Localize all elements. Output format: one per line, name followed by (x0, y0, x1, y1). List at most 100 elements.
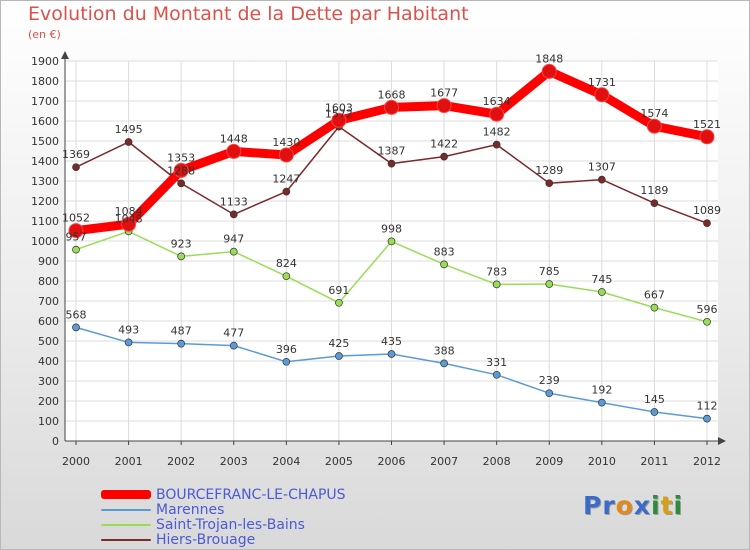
data-label: 1247 (272, 173, 300, 186)
data-label: 1089 (693, 204, 721, 217)
data-label: 568 (66, 308, 87, 321)
data-label: 1052 (62, 212, 90, 225)
legend-label: Saint-Trojan-les-Bains (156, 516, 305, 533)
data-point (597, 288, 606, 296)
data-point (177, 252, 186, 261)
data-label: 1574 (640, 107, 668, 120)
y-tick-label: 1100 (31, 215, 59, 228)
x-tick-label: 2012 (693, 455, 721, 468)
data-label: 1668 (378, 88, 406, 101)
data-point (492, 370, 501, 379)
data-point (173, 162, 189, 178)
y-tick-label: 300 (38, 375, 59, 388)
data-label: 1572 (325, 108, 353, 121)
data-label: 1495 (115, 123, 143, 136)
data-label: 1387 (378, 145, 406, 158)
data-point (650, 199, 659, 208)
data-label: 425 (328, 337, 349, 350)
y-tick-label: 1200 (31, 195, 59, 208)
data-point (597, 175, 606, 184)
x-tick-label: 2000 (62, 455, 90, 468)
data-point (650, 408, 659, 416)
data-label: 1084 (115, 205, 143, 218)
legend-swatch (101, 523, 151, 526)
data-label: 998 (381, 222, 402, 235)
logo-letter: i (651, 491, 661, 520)
data-point (545, 179, 554, 188)
x-tick-label: 2007 (430, 455, 458, 468)
data-point (72, 163, 80, 172)
data-point (121, 216, 137, 232)
y-tick-label: 500 (38, 335, 59, 348)
data-point (650, 303, 659, 312)
data-point (229, 341, 238, 350)
data-label: 1603 (325, 101, 353, 114)
data-label: 947 (223, 233, 244, 246)
data-label: 1369 (62, 148, 90, 161)
data-point (703, 219, 711, 228)
data-point (229, 210, 238, 219)
data-point (72, 323, 80, 332)
data-label: 1048 (115, 212, 143, 225)
data-label: 192 (591, 384, 612, 397)
legend-item: Marennes (101, 502, 224, 518)
logo-letter: o (615, 491, 634, 520)
data-label: 145 (644, 393, 665, 406)
data-point (124, 338, 133, 347)
data-point (489, 106, 505, 122)
chart-subtitle: (en €) (28, 28, 61, 41)
data-label: 331 (486, 356, 507, 369)
legend-item: Saint-Trojan-les-Bains (101, 516, 305, 533)
x-tick-label: 2003 (220, 455, 248, 468)
data-point (545, 280, 554, 288)
data-label: 1848 (535, 52, 563, 65)
data-label: 957 (66, 231, 87, 244)
data-point (335, 352, 343, 360)
data-label: 824 (276, 257, 297, 270)
data-label: 1133 (220, 195, 248, 208)
data-point (545, 389, 554, 398)
y-tick-label: 1600 (31, 115, 59, 128)
x-tick-label: 2006 (378, 455, 406, 468)
data-point (229, 247, 238, 256)
legend-item: Hiers-Brouage (101, 532, 255, 548)
data-point (72, 245, 80, 254)
y-tick-label: 600 (38, 315, 59, 328)
x-tick-label: 2002 (167, 455, 195, 468)
data-label: 487 (171, 325, 192, 338)
data-label: 667 (644, 289, 665, 302)
data-point (440, 260, 448, 269)
x-axis-arrow (718, 437, 726, 445)
data-point (699, 129, 715, 145)
data-label: 923 (171, 237, 192, 250)
data-label: 1288 (167, 164, 195, 177)
data-label: 396 (276, 343, 297, 356)
data-label: 1677 (430, 87, 458, 100)
data-point (226, 143, 242, 159)
data-label: 1634 (483, 95, 511, 108)
data-point (492, 140, 501, 149)
y-axis-arrow (61, 51, 69, 59)
data-label: 691 (328, 284, 349, 297)
data-point (703, 317, 711, 326)
data-point (440, 359, 448, 368)
logo-letter: P (583, 491, 603, 520)
legend-swatch (101, 538, 151, 541)
data-point (384, 99, 399, 115)
y-tick-label: 700 (38, 295, 59, 308)
data-label: 1430 (272, 136, 300, 149)
data-point (594, 87, 610, 103)
legend-item: BOURCEFRANC-LE-CHAPUS (101, 487, 346, 503)
data-point (387, 350, 396, 358)
data-point (177, 179, 186, 188)
data-label: 1731 (588, 76, 616, 89)
data-label: 493 (118, 323, 139, 336)
data-point (331, 112, 347, 128)
data-point (177, 339, 186, 348)
logo-letter: i (673, 491, 684, 520)
x-tick-label: 2009 (535, 455, 563, 468)
logo-letter: x (633, 491, 651, 520)
y-tick-label: 1000 (31, 235, 59, 248)
